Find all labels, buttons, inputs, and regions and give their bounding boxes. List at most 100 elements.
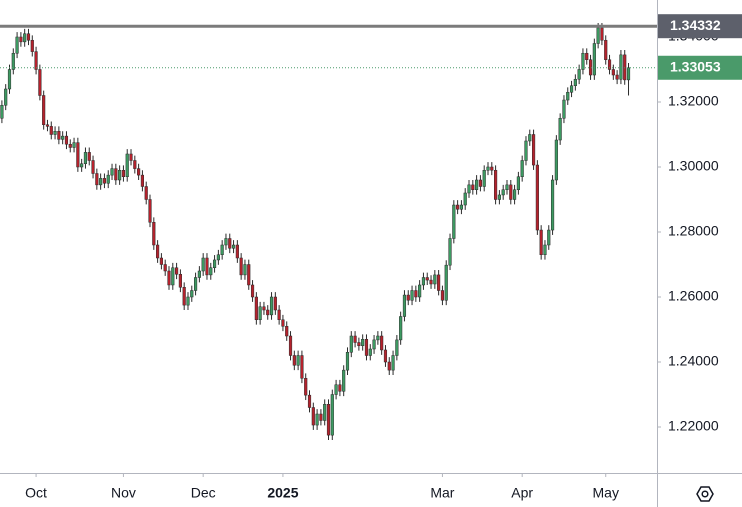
candle-body bbox=[349, 335, 353, 353]
settings-icon-core[interactable] bbox=[701, 490, 709, 498]
candle-body bbox=[76, 142, 80, 168]
candle-body bbox=[288, 335, 293, 356]
candle-body bbox=[573, 78, 577, 86]
candle-body bbox=[425, 277, 429, 281]
candle-body bbox=[186, 296, 190, 306]
candle-body bbox=[133, 160, 137, 169]
candle-body bbox=[228, 238, 232, 249]
candle-body bbox=[326, 404, 331, 436]
settings-button[interactable] bbox=[696, 486, 714, 502]
candle-body bbox=[156, 244, 160, 259]
candle-body bbox=[175, 267, 179, 275]
resistance-price-label: 1.34332 bbox=[670, 17, 721, 33]
candle-body bbox=[410, 290, 414, 301]
x-tick-label: Oct bbox=[25, 485, 47, 501]
candle-body bbox=[102, 178, 107, 184]
candle-body bbox=[87, 152, 91, 161]
candle-body bbox=[577, 69, 581, 80]
candle-body bbox=[304, 378, 308, 396]
candle-body bbox=[159, 257, 163, 265]
candle-body bbox=[566, 91, 570, 101]
candle-body bbox=[433, 274, 437, 285]
candle-body bbox=[201, 257, 205, 272]
candle-body bbox=[490, 166, 494, 171]
candle-body bbox=[152, 221, 156, 246]
candle-body bbox=[399, 316, 403, 341]
candle-body bbox=[190, 290, 194, 298]
last-price-label: 1.33053 bbox=[670, 58, 721, 74]
settings-icon[interactable] bbox=[696, 486, 714, 502]
candle-body bbox=[406, 294, 410, 301]
candle-body bbox=[437, 274, 441, 291]
y-tick-label: 1.32000 bbox=[668, 93, 719, 109]
candle-body bbox=[91, 160, 95, 174]
candle-body bbox=[243, 264, 247, 276]
candle-body bbox=[539, 229, 543, 255]
candle-body bbox=[611, 69, 615, 76]
x-tick-label: Mar bbox=[430, 485, 454, 501]
candle-body bbox=[319, 413, 323, 421]
resistance-price-box bbox=[658, 14, 742, 39]
candle-body bbox=[61, 135, 65, 140]
candle-body bbox=[148, 199, 152, 223]
candle-body bbox=[83, 152, 88, 164]
y-tick-label: 1.26000 bbox=[668, 288, 719, 304]
candle-body bbox=[345, 352, 350, 371]
candle-body bbox=[110, 168, 114, 176]
candle-body bbox=[592, 43, 596, 76]
candle-body bbox=[64, 135, 69, 145]
candle-body bbox=[429, 279, 433, 285]
candle-body bbox=[125, 153, 129, 177]
candle-body bbox=[292, 355, 296, 366]
candle-body bbox=[357, 342, 361, 347]
candle-body bbox=[26, 33, 31, 41]
candle-body bbox=[440, 290, 445, 301]
candle-body bbox=[178, 274, 182, 288]
candle-body bbox=[528, 134, 532, 142]
candle-body bbox=[402, 294, 407, 317]
candle-body bbox=[53, 130, 57, 135]
candle-body bbox=[448, 238, 452, 266]
candle-body bbox=[307, 394, 312, 408]
candle-body bbox=[535, 164, 539, 231]
candle-body bbox=[262, 306, 266, 311]
candle-body bbox=[475, 179, 479, 190]
candle-body bbox=[513, 189, 517, 200]
candle-body bbox=[30, 39, 34, 52]
candle-body bbox=[99, 178, 103, 186]
candle-body bbox=[463, 192, 467, 206]
candle-body bbox=[516, 176, 520, 190]
candle-body bbox=[258, 306, 262, 321]
candle-body bbox=[452, 204, 456, 239]
candle-body bbox=[494, 169, 498, 200]
candle-body bbox=[273, 296, 277, 311]
candle-body bbox=[342, 369, 346, 392]
candle-body bbox=[144, 186, 148, 200]
candle-body bbox=[531, 134, 536, 166]
candle-body bbox=[163, 264, 167, 272]
candle-body bbox=[68, 143, 72, 148]
candle-body bbox=[7, 69, 12, 90]
candle-body bbox=[421, 277, 426, 286]
candle-body bbox=[615, 74, 619, 80]
candle-body bbox=[57, 130, 61, 140]
candle-body bbox=[209, 267, 213, 276]
candle-body bbox=[235, 244, 239, 259]
candle-body bbox=[140, 174, 144, 187]
candle-body bbox=[444, 264, 448, 301]
candle-body bbox=[486, 166, 490, 171]
candle-body bbox=[254, 296, 258, 321]
x-tick-label: Nov bbox=[111, 485, 136, 501]
candle-body bbox=[619, 54, 623, 80]
candle-body bbox=[137, 168, 141, 176]
candle-body bbox=[277, 309, 281, 321]
candle-body bbox=[266, 309, 270, 316]
candle-body bbox=[182, 287, 186, 306]
candle-body bbox=[554, 139, 558, 181]
y-tick-label: 1.22000 bbox=[668, 418, 719, 434]
candle-body bbox=[171, 267, 175, 286]
candle-body bbox=[330, 394, 334, 436]
x-tick-label: May bbox=[593, 485, 619, 501]
candle-body bbox=[11, 52, 15, 70]
